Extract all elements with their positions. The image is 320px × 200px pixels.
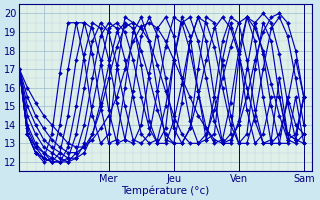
X-axis label: Température (°c): Température (°c)	[122, 185, 210, 196]
